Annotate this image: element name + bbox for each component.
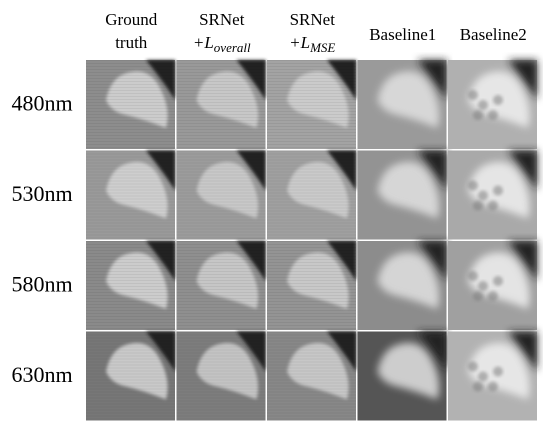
texture-spot — [468, 180, 478, 191]
stripe-texture — [176, 331, 266, 421]
dark-corner — [508, 331, 537, 372]
column-header: truth — [115, 33, 148, 52]
header-subscript: MSE — [309, 40, 335, 55]
column-header: +LMSE — [289, 33, 335, 55]
header-math: +L — [193, 33, 214, 52]
texture-spot — [478, 100, 488, 110]
object-blob — [377, 252, 440, 309]
column-header: Baseline2 — [460, 25, 527, 44]
labels: GroundtruthSRNet+LoverallSRNet+LMSEBasel… — [11, 10, 526, 387]
stripe-texture — [267, 60, 356, 149]
image-cell — [176, 60, 266, 149]
image-cell — [176, 241, 266, 330]
dark-corner — [417, 331, 447, 372]
stripe-texture — [267, 241, 356, 330]
dark-corner — [508, 150, 537, 191]
image-cell — [176, 150, 266, 240]
texture-spot — [488, 291, 498, 301]
image-cell — [176, 331, 266, 421]
texture-spot — [478, 281, 488, 291]
image-cell — [448, 150, 537, 240]
texture-spot — [493, 276, 503, 286]
texture-spot — [493, 95, 503, 105]
image-cell — [86, 150, 175, 240]
header-subscript: overall — [214, 40, 251, 55]
image-cell — [86, 60, 175, 149]
image-cell — [448, 331, 537, 421]
row-label: 630nm — [11, 362, 72, 387]
texture-spot — [488, 110, 498, 120]
image-cell — [267, 150, 356, 240]
texture-spot — [473, 381, 483, 392]
texture-spot — [468, 361, 478, 372]
texture-spot — [493, 185, 503, 196]
image-cell — [86, 331, 175, 421]
row-label: 530nm — [11, 181, 72, 206]
texture-spot — [473, 110, 483, 120]
dark-corner — [508, 60, 537, 100]
image-cell — [267, 60, 356, 149]
column-header: Baseline1 — [369, 25, 436, 44]
row-label: 580nm — [11, 271, 72, 296]
column-header: +Loverall — [193, 33, 251, 55]
row-label: 480nm — [11, 90, 72, 115]
column-header: SRNet — [199, 10, 245, 29]
stripe-texture — [176, 150, 266, 240]
stripe-texture — [86, 150, 175, 240]
stripe-texture — [176, 241, 266, 330]
texture-spot — [478, 371, 488, 382]
column-header: Ground — [105, 10, 157, 29]
texture-spot — [488, 200, 498, 211]
texture-spot — [493, 366, 503, 377]
texture-spot — [473, 291, 483, 301]
texture-spot — [488, 381, 498, 392]
image-cell — [267, 241, 356, 330]
image-cell — [267, 331, 356, 421]
image-cell — [448, 60, 537, 149]
image-cell — [86, 241, 175, 330]
image-grid — [86, 60, 537, 421]
image-cell — [357, 60, 447, 149]
dark-corner — [417, 60, 447, 100]
object-blob — [377, 342, 440, 400]
header-math: +L — [289, 33, 310, 52]
dark-corner — [417, 241, 447, 281]
texture-spot — [478, 190, 488, 201]
stripe-texture — [267, 150, 356, 240]
object-blob — [377, 161, 440, 219]
texture-spot — [468, 90, 478, 100]
texture-spot — [468, 271, 478, 281]
stripe-texture — [86, 331, 175, 421]
image-cell — [357, 150, 447, 240]
dark-corner — [508, 241, 537, 281]
image-cell — [357, 241, 447, 330]
stripe-texture — [176, 60, 266, 149]
image-cell — [448, 241, 537, 330]
header-math: truth — [115, 33, 148, 52]
stripe-texture — [86, 60, 175, 149]
dark-corner — [417, 150, 447, 191]
column-header: SRNet — [290, 10, 336, 29]
image-cell — [357, 331, 447, 421]
texture-spot — [473, 200, 483, 211]
stripe-texture — [267, 331, 356, 421]
stripe-texture — [86, 241, 175, 330]
object-blob — [377, 71, 440, 128]
